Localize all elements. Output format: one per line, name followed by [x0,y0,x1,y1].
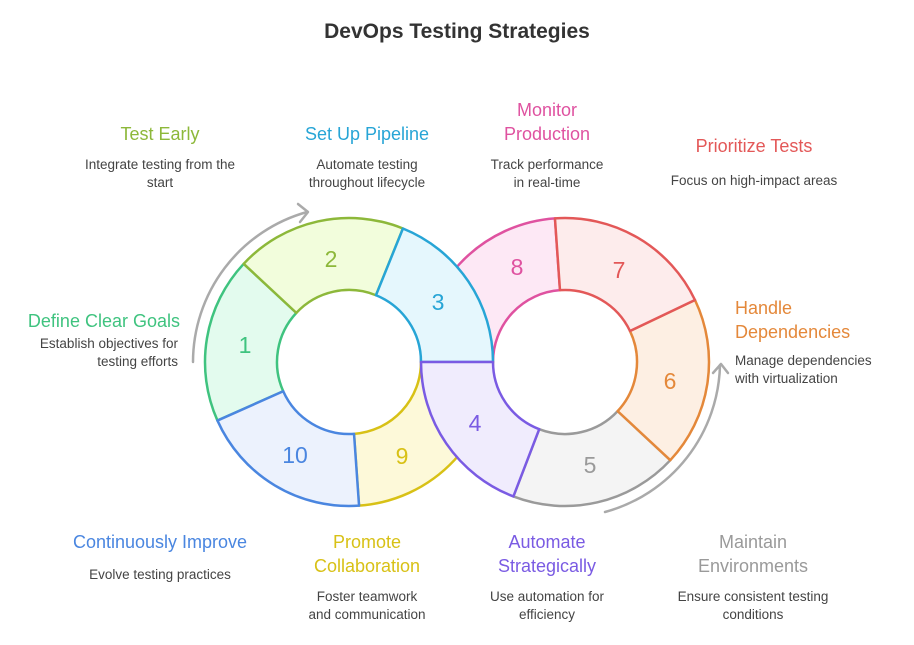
step-description-line: start [146,175,174,190]
segment-number-9: 9 [396,443,409,469]
step-description-10: Evolve testing practices [89,566,231,584]
step-title-line: Collaboration [313,556,421,576]
step-title-6: Handle Dependencies [735,296,850,344]
step-description-line: Focus on high-impact areas [670,173,838,188]
diagram-title: DevOps Testing Strategies [324,20,590,43]
step-title-line: Production [503,124,591,144]
cycle-arrow-right-head [711,362,730,375]
step-title-8: Monitor Production [504,98,590,146]
step-description-3: Automate testing throughout lifecycle [309,156,425,192]
step-description-6: Manage dependencies with virtualization [735,352,872,388]
step-title-line: Promote [332,532,402,552]
segment-7 [553,216,697,333]
step-description-line: Ensure consistent testing [677,589,829,604]
cycle-arrow-left-head [296,202,310,224]
segment-number-10: 10 [282,442,308,468]
step-title-9: Promote Collaboration [314,530,420,578]
segment-5 [512,409,672,508]
cycle-arrow-left [191,210,309,364]
segment-2 [242,216,405,315]
segment-number-2: 2 [325,246,338,272]
step-description-1: Establish objectives for testing efforts [40,335,178,371]
step-description-line: Evolve testing practices [89,567,231,582]
step-description-line: throughout lifecycle [308,175,426,190]
step-description-line: Integrate testing from the [84,157,236,172]
step-title-line: Dependencies [735,322,851,342]
step-description-line: in real-time [513,175,581,190]
step-title-line: Handle [735,298,793,318]
step-title-5: Maintain Environments [698,530,808,578]
segment-1 [203,262,298,422]
segment-number-8: 8 [511,254,524,280]
segment-number-6: 6 [664,368,677,394]
segment-6 [616,298,711,462]
step-title-line: Automate [508,532,586,552]
step-title-line: Monitor [516,100,578,120]
step-title-7: Prioritize Tests [695,136,813,156]
step-description-line: Use automation for [489,589,605,604]
step-description-line: with virtualization [735,371,838,386]
segment-4 [419,360,541,498]
segment-number-1: 1 [239,332,252,358]
step-description-line: Establish objectives for [39,336,178,351]
step-description-line: Manage dependencies [735,353,872,368]
step-description-line: conditions [722,607,784,622]
cycle-arrow-right [603,363,722,514]
segment-10 [216,390,361,508]
segment-number-4: 4 [469,410,482,436]
step-description-7: Focus on high-impact areas [671,172,838,190]
step-title-line: Environments [697,556,809,576]
step-description-8: Track performance in real-time [491,156,604,192]
step-description-2: Integrate testing from the start [85,156,235,192]
step-description-line: testing efforts [97,354,178,369]
step-title-10: Continuously Improve [72,532,248,552]
step-title-4: Automate Strategically [498,530,596,578]
step-description-line: and communication [308,607,426,622]
segment-number-5: 5 [584,452,597,478]
segment-3 [374,227,495,364]
step-description-9: Foster teamwork and communication [308,588,425,624]
step-description-4: Use automation for efficiency [490,588,604,624]
step-description-5: Ensure consistent testing conditions [678,588,829,624]
step-description-line: Track performance [490,157,604,172]
step-title-3: Set Up Pipeline [304,124,430,144]
segment-number-7: 7 [613,257,626,283]
segment-number-3: 3 [432,289,445,315]
step-title-line: Maintain [718,532,788,552]
step-description-line: efficiency [518,607,576,622]
step-description-line: Automate testing [316,157,418,172]
step-title-line: Strategically [497,556,597,576]
step-title-2: Test Early [120,124,200,144]
step-description-line: Foster teamwork [316,589,418,604]
step-title-1: Define Clear Goals [27,311,180,331]
